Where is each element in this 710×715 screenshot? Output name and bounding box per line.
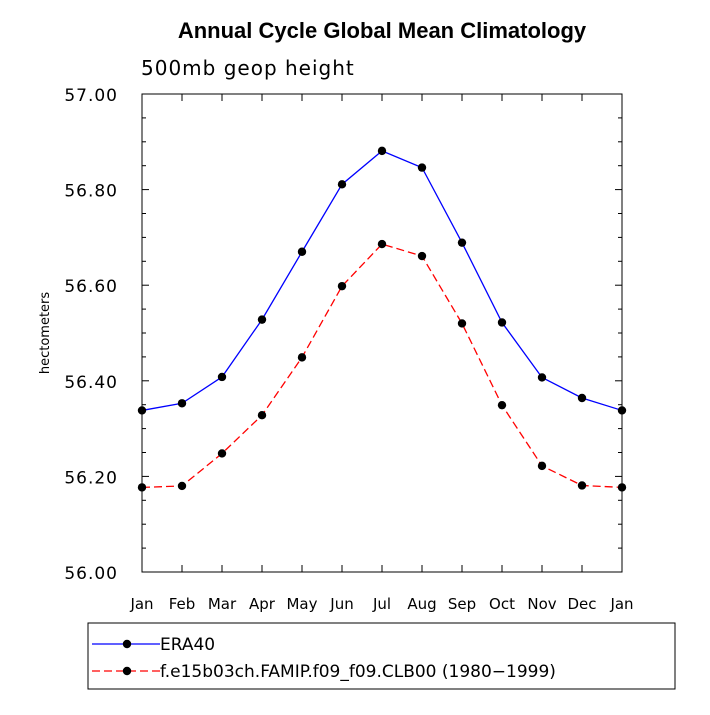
chart-title: Annual Cycle Global Mean Climatology — [178, 18, 587, 43]
legend: ERA40 f.e15b03ch.FAMIP.f09_f09.CLB00 (198… — [87, 622, 676, 690]
series-1-point — [577, 393, 587, 403]
series-1-point — [537, 373, 547, 382]
x-tick-label: Feb — [169, 595, 196, 613]
legend-label-2: f.e15b03ch.FAMIP.f09_f09.CLB00 (1980−199… — [160, 662, 556, 682]
series-2-point — [137, 483, 147, 492]
series-1-point — [617, 406, 627, 415]
chart-subtitle: 500mb geop height — [141, 56, 355, 80]
legend-marker-2 — [122, 666, 132, 676]
series-2-point — [457, 319, 467, 328]
x-tick-label: May — [286, 595, 317, 613]
y-tick-label: 56.60 — [64, 277, 118, 297]
series-2-point — [537, 461, 547, 471]
series-2-point — [337, 281, 347, 291]
series-line-2 — [141, 243, 623, 489]
x-tick-label: Oct — [489, 595, 515, 613]
plot-frame — [141, 93, 623, 573]
series-2-point — [217, 449, 227, 458]
series-2-point — [617, 483, 627, 492]
y-tick-label: 56.80 — [64, 182, 118, 202]
series-1-point — [377, 146, 387, 156]
series-line-1 — [141, 150, 623, 412]
y-axis-label: hectometers — [38, 292, 53, 375]
x-tick-label: Jun — [329, 595, 353, 613]
series-1-point — [417, 163, 427, 172]
series-2-point — [377, 239, 387, 249]
y-tick-label: 56.20 — [64, 468, 118, 488]
x-tick-label: Mar — [208, 595, 237, 613]
legend-label-1: ERA40 — [160, 635, 215, 655]
series-2-point — [297, 353, 307, 362]
y-tick-label: 56.40 — [64, 373, 118, 393]
legend-marker-1 — [122, 639, 132, 649]
x-tick-label: Jan — [609, 595, 633, 613]
legend-box — [87, 622, 676, 690]
series-1-point — [217, 372, 227, 382]
series-layer — [137, 146, 627, 492]
axis-ticks: Jan Feb Mar Apr May Jun Jul Aug Sep Oct Nov Dec Jan 5… — [64, 86, 633, 613]
series-2-point — [417, 251, 427, 261]
y-tick-label: 57.00 — [64, 86, 118, 106]
x-tick-label: Sep — [448, 595, 476, 613]
series-2-point — [497, 400, 507, 410]
series-2-point — [177, 481, 187, 491]
x-tick-label: Jul — [372, 595, 391, 613]
series-2-point — [257, 411, 267, 420]
series-1-point — [177, 399, 187, 408]
x-tick-label: Jan — [129, 595, 153, 613]
x-tick-label: Apr — [249, 595, 276, 613]
series-1-point — [257, 315, 267, 324]
series-1-point — [137, 406, 147, 415]
series-2-point — [577, 481, 587, 490]
x-tick-label: Nov — [527, 595, 556, 613]
series-1-point — [337, 180, 347, 189]
series-1-point — [497, 318, 507, 327]
x-tick-label: Dec — [567, 595, 596, 613]
series-1-point — [457, 238, 467, 247]
y-tick-label: 56.00 — [64, 564, 118, 584]
x-tick-label: Aug — [407, 595, 436, 613]
series-1-point — [297, 247, 307, 256]
